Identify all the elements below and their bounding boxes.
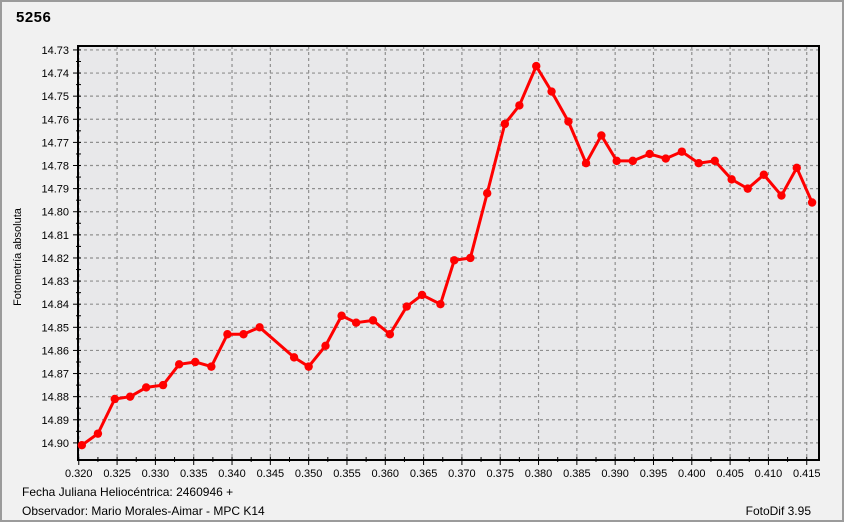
plot-border bbox=[77, 45, 820, 461]
svg-text:14.87: 14.87 bbox=[41, 369, 69, 381]
svg-text:0.410: 0.410 bbox=[755, 468, 783, 480]
data-point bbox=[207, 362, 216, 371]
svg-text:0.330: 0.330 bbox=[142, 468, 170, 480]
data-point bbox=[158, 380, 168, 390]
data-point bbox=[304, 362, 313, 371]
data-point bbox=[125, 392, 135, 401]
data-point bbox=[792, 163, 801, 173]
observer-label: Observador: Mario Morales-Aimar - MPC K1… bbox=[22, 504, 265, 518]
data-point bbox=[677, 147, 687, 156]
svg-text:0.325: 0.325 bbox=[103, 468, 131, 480]
data-point bbox=[93, 429, 103, 438]
data-point bbox=[482, 189, 492, 198]
data-point bbox=[385, 330, 395, 339]
plot-area bbox=[78, 46, 819, 460]
svg-text:0.365: 0.365 bbox=[410, 468, 438, 480]
y-tick-labels: 14.73 14.74 14.75 14.76 14.77 14.78 14.79 14.80… bbox=[41, 45, 69, 450]
photometry-series bbox=[77, 61, 817, 450]
data-point bbox=[597, 131, 606, 140]
svg-text:0.320: 0.320 bbox=[65, 468, 93, 480]
data-point bbox=[581, 158, 591, 168]
data-point bbox=[547, 87, 556, 96]
svg-text:14.83: 14.83 bbox=[41, 276, 69, 288]
data-point bbox=[694, 158, 703, 168]
svg-text:0.370: 0.370 bbox=[448, 468, 476, 480]
data-point bbox=[191, 357, 200, 367]
svg-text:0.375: 0.375 bbox=[486, 468, 514, 480]
svg-text:0.405: 0.405 bbox=[716, 468, 744, 480]
data-point bbox=[141, 383, 151, 392]
data-point bbox=[368, 316, 378, 325]
svg-text:0.385: 0.385 bbox=[563, 468, 591, 480]
data-point bbox=[743, 184, 752, 193]
svg-text:14.77: 14.77 bbox=[41, 137, 69, 149]
svg-text:14.88: 14.88 bbox=[41, 392, 69, 404]
svg-text:0.380: 0.380 bbox=[525, 468, 553, 480]
data-point bbox=[110, 394, 119, 404]
svg-text:14.73: 14.73 bbox=[41, 45, 69, 57]
svg-text:0.345: 0.345 bbox=[257, 468, 285, 480]
svg-text:14.82: 14.82 bbox=[41, 253, 69, 265]
data-point bbox=[515, 101, 524, 110]
page-title: 5256 bbox=[16, 9, 52, 26]
data-point bbox=[174, 360, 184, 369]
data-point bbox=[466, 253, 475, 263]
app-version-label: FotoDif 3.95 bbox=[745, 504, 811, 518]
svg-text:0.415: 0.415 bbox=[793, 468, 821, 480]
data-point bbox=[759, 170, 769, 179]
svg-text:14.89: 14.89 bbox=[41, 415, 69, 427]
data-point bbox=[436, 300, 445, 309]
svg-text:0.350: 0.350 bbox=[295, 468, 323, 480]
data-point bbox=[223, 330, 232, 339]
data-point bbox=[727, 175, 736, 184]
svg-text:14.86: 14.86 bbox=[41, 345, 69, 357]
svg-text:14.81: 14.81 bbox=[41, 230, 69, 242]
data-point bbox=[500, 119, 510, 129]
svg-text:14.80: 14.80 bbox=[41, 207, 69, 219]
data-point bbox=[612, 156, 621, 166]
svg-text:0.400: 0.400 bbox=[678, 468, 706, 480]
data-point bbox=[289, 353, 299, 362]
svg-text:14.76: 14.76 bbox=[41, 114, 69, 126]
svg-text:14.74: 14.74 bbox=[41, 68, 69, 80]
svg-text:14.85: 14.85 bbox=[41, 322, 69, 334]
svg-text:0.360: 0.360 bbox=[372, 468, 400, 480]
svg-text:0.395: 0.395 bbox=[640, 468, 668, 480]
svg-text:14.79: 14.79 bbox=[41, 184, 69, 196]
grid-lines bbox=[78, 46, 819, 460]
svg-text:0.390: 0.390 bbox=[601, 468, 629, 480]
x-tick-labels: 0.320 0.325 0.330 0.335 0.340 0.345 0.350 0.355… bbox=[65, 468, 821, 480]
svg-text:0.340: 0.340 bbox=[218, 468, 246, 480]
data-point bbox=[337, 311, 346, 320]
y-axis-title: Fotometría absoluta bbox=[12, 208, 24, 306]
data-point bbox=[450, 256, 459, 265]
data-point bbox=[402, 302, 411, 311]
data-point bbox=[710, 156, 719, 166]
svg-text:0.335: 0.335 bbox=[180, 468, 208, 480]
data-point bbox=[807, 198, 817, 207]
svg-text:14.84: 14.84 bbox=[41, 299, 69, 311]
data-point bbox=[351, 318, 361, 327]
data-point bbox=[564, 117, 573, 126]
data-point bbox=[661, 154, 670, 163]
data-point bbox=[532, 61, 541, 71]
data-point bbox=[777, 191, 786, 200]
svg-text:14.75: 14.75 bbox=[41, 91, 69, 103]
data-point bbox=[321, 341, 330, 351]
svg-text:0.355: 0.355 bbox=[333, 468, 361, 480]
data-point bbox=[255, 323, 264, 332]
svg-text:14.90: 14.90 bbox=[41, 438, 69, 450]
heliocentric-julian-date-label: Fecha Juliana Heliocéntrica: 2460946 + bbox=[22, 485, 234, 499]
data-point bbox=[77, 441, 87, 450]
data-point bbox=[239, 330, 248, 339]
data-point bbox=[645, 149, 654, 159]
data-point bbox=[628, 156, 637, 166]
svg-text:14.78: 14.78 bbox=[41, 161, 69, 173]
data-point bbox=[417, 290, 427, 300]
